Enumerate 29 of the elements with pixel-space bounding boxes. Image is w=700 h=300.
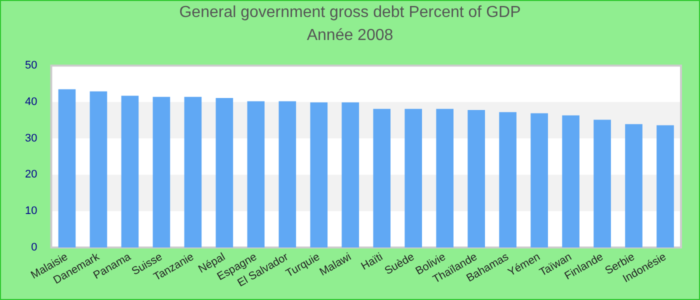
bar (247, 101, 265, 248)
x-tick-label: Haïti (359, 250, 385, 273)
chart-title: General government gross debt Percent of GDP (178, 4, 522, 22)
bar (342, 102, 360, 248)
bar (594, 120, 611, 248)
bar (530, 113, 548, 248)
bar (562, 115, 580, 248)
bar (58, 89, 76, 248)
bar (310, 102, 328, 248)
y-tick-label: 30 (24, 132, 38, 144)
chart-subtitle: Année 2008 (306, 27, 394, 45)
bar (499, 112, 516, 248)
bar (468, 110, 485, 248)
bar (90, 91, 108, 248)
y-tick-label: 50 (24, 60, 38, 72)
bar (436, 108, 454, 248)
y-tick-label: 0 (31, 241, 38, 254)
bar (373, 108, 391, 248)
bar (152, 96, 170, 248)
bar (404, 108, 422, 248)
y-tick-label: 40 (24, 96, 38, 108)
y-tick-label: 10 (24, 205, 38, 218)
bar (121, 96, 139, 248)
bar (184, 96, 202, 248)
bar (625, 124, 642, 248)
bar (656, 125, 674, 248)
bar (278, 101, 296, 248)
bar (216, 98, 234, 248)
y-tick-label: 20 (24, 168, 38, 181)
